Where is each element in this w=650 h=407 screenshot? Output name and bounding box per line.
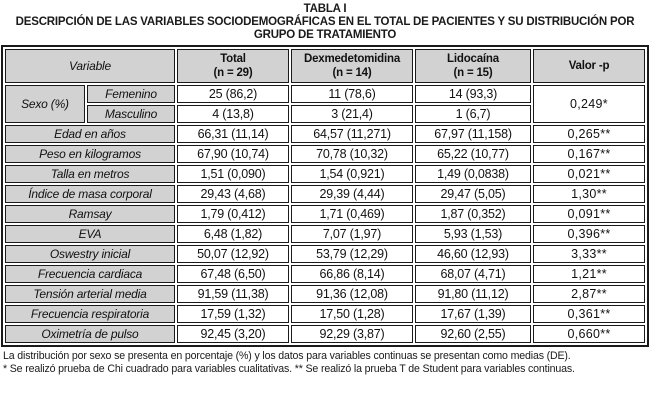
cell-p-value: 0,167**: [533, 145, 645, 163]
cell-lido: 68,07 (4,71): [415, 265, 531, 283]
cell-dex: 1,71 (0,469): [291, 205, 413, 223]
cell-total: 4 (13,8): [177, 105, 289, 123]
cell-total: 29,43 (4,68): [177, 185, 289, 203]
table-row-eva: EVA 6,48 (1,82) 7,07 (1,97) 5,93 (1,53) …: [4, 225, 645, 243]
cell-total: 66,31 (11,14): [177, 125, 289, 143]
table-row-oximetria: Oximetría de pulso 92,45 (3,20) 92,29 (3…: [4, 325, 645, 343]
variable-label: Frecuencia cardiaca: [4, 265, 175, 283]
cell-dex: 17,50 (1,28): [291, 305, 413, 323]
title-block: TABLA I DESCRIPCIÓN DE LAS VARIABLES SOC…: [0, 3, 650, 42]
cell-dex: 11 (78,6): [291, 85, 413, 103]
cell-total: 91,59 (11,38): [177, 285, 289, 303]
variable-label: EVA: [4, 225, 175, 243]
cell-lido: 1,87 (0,352): [415, 205, 531, 223]
cell-p-value: 0,021**: [533, 165, 645, 183]
cell-lido: 5,93 (1,53): [415, 225, 531, 243]
table-row-edad: Edad en años 66,31 (11,14) 64,57 (11,271…: [4, 125, 645, 143]
cell-dex: 91,36 (12,08): [291, 285, 413, 303]
cell-dex: 7,07 (1,97): [291, 225, 413, 243]
cell-total: 92,45 (3,20): [177, 325, 289, 343]
variable-label: Edad en años: [4, 125, 175, 143]
variable-label-sexo: Sexo (%): [4, 85, 85, 123]
cell-dex: 3 (21,4): [291, 105, 413, 123]
cell-lido: 67,97 (11,158): [415, 125, 531, 143]
variable-label: Frecuencia respiratoria: [4, 305, 175, 323]
cell-total: 17,59 (1,32): [177, 305, 289, 323]
cell-dex: 70,78 (10,32): [291, 145, 413, 163]
cell-p-value: 2,87**: [533, 285, 645, 303]
cell-lido: 91,80 (11,12): [415, 285, 531, 303]
header-variable: Variable: [4, 49, 175, 83]
cell-lido: 14 (93,3): [415, 85, 531, 103]
cell-p-value: 1,21**: [533, 265, 645, 283]
cell-lido: 92,60 (2,55): [415, 325, 531, 343]
variable-label: Oximetría de pulso: [4, 325, 175, 343]
cell-total: 6,48 (1,82): [177, 225, 289, 243]
table-row-imc: Índice de masa corporal 29,43 (4,68) 29,…: [4, 185, 645, 203]
sub-label-femenino: Femenino: [86, 85, 175, 103]
table-row-tension-arterial: Tensión arterial media 91,59 (11,38) 91,…: [4, 285, 645, 303]
cell-p-value: 0,091**: [533, 205, 645, 223]
header-total: Total (n = 29): [177, 49, 289, 83]
cell-total: 67,90 (10,74): [177, 145, 289, 163]
cell-lido: 17,67 (1,39): [415, 305, 531, 323]
table-row-oswestry: Oswestry inicial 50,07 (12,92) 53,79 (12…: [4, 245, 645, 263]
footnote-line-1: La distribución por sexo se presenta en …: [3, 350, 571, 362]
footnote-line-2: * Se realizó prueba de Chi cuadrado para…: [3, 363, 575, 375]
cell-lido: 29,47 (5,05): [415, 185, 531, 203]
cell-dex: 64,57 (11,271): [291, 125, 413, 143]
cell-total: 50,07 (12,92): [177, 245, 289, 263]
table-subtitle: DESCRIPCIÓN DE LAS VARIABLES SOCIODEMOGR…: [15, 16, 635, 41]
sub-label-masculino: Masculino: [86, 105, 175, 123]
cell-p-value: 0,660**: [533, 325, 645, 343]
header-p-value: Valor -p: [533, 49, 645, 83]
cell-p-value: 0,396**: [533, 225, 645, 243]
variable-label: Tensión arterial media: [4, 285, 175, 303]
sociodemographic-table: Variable Total (n = 29) Dexmedetomidina …: [0, 45, 649, 347]
header-row: Variable Total (n = 29) Dexmedetomidina …: [4, 49, 645, 83]
cell-total: 1,79 (0,412): [177, 205, 289, 223]
cell-p-value: 1,30**: [533, 185, 645, 203]
cell-total: 1,51 (0,090): [177, 165, 289, 183]
table-footnote: La distribución por sexo se presenta en …: [3, 350, 648, 376]
cell-total: 67,48 (6,50): [177, 265, 289, 283]
cell-dex: 92,29 (3,87): [291, 325, 413, 343]
header-lidocaina: Lidocaína (n = 15): [415, 49, 531, 83]
variable-label: Índice de masa corporal: [4, 185, 175, 203]
variable-label: Ramsay: [4, 205, 175, 223]
table-row-frecuencia-respiratoria: Frecuencia respiratoria 17,59 (1,32) 17,…: [4, 305, 645, 323]
cell-p-value-sexo: 0,249*: [533, 85, 645, 123]
cell-p-value: 0,361**: [533, 305, 645, 323]
table-row-frecuencia-cardiaca: Frecuencia cardiaca 67,48 (6,50) 66,86 (…: [4, 265, 645, 283]
variable-label: Talla en metros: [4, 165, 175, 183]
table-row-peso: Peso en kilogramos 67,90 (10,74) 70,78 (…: [4, 145, 645, 163]
cell-p-value: 0,265**: [533, 125, 645, 143]
variable-label: Peso en kilogramos: [4, 145, 175, 163]
cell-lido: 65,22 (10,77): [415, 145, 531, 163]
table-row-sexo-masculino: Masculino 4 (13,8) 3 (21,4) 1 (6,7): [5, 105, 645, 123]
header-dexmedetomidina: Dexmedetomidina (n = 14): [291, 49, 413, 83]
cell-dex: 1,54 (0,921): [291, 165, 413, 183]
cell-dex: 66,86 (8,14): [291, 265, 413, 283]
table-row-sexo-femenino: Sexo (%) Femenino 25 (86,2) 11 (78,6) 14…: [4, 85, 645, 123]
table-row-talla: Talla en metros 1,51 (0,090) 1,54 (0,921…: [4, 165, 645, 183]
cell-lido: 46,60 (12,93): [415, 245, 531, 263]
cell-dex: 29,39 (4,44): [291, 185, 413, 203]
cell-total: 25 (86,2): [177, 85, 289, 103]
cell-dex: 53,79 (12,29): [291, 245, 413, 263]
cell-lido: 1,49 (0,0838): [415, 165, 531, 183]
variable-label: Oswestry inicial: [4, 245, 175, 263]
cell-lido: 1 (6,7): [415, 105, 531, 123]
cell-p-value: 3,33**: [533, 245, 645, 263]
table-number-title: TABLA I: [303, 3, 347, 15]
table-row-ramsay: Ramsay 1,79 (0,412) 1,71 (0,469) 1,87 (0…: [4, 205, 645, 223]
